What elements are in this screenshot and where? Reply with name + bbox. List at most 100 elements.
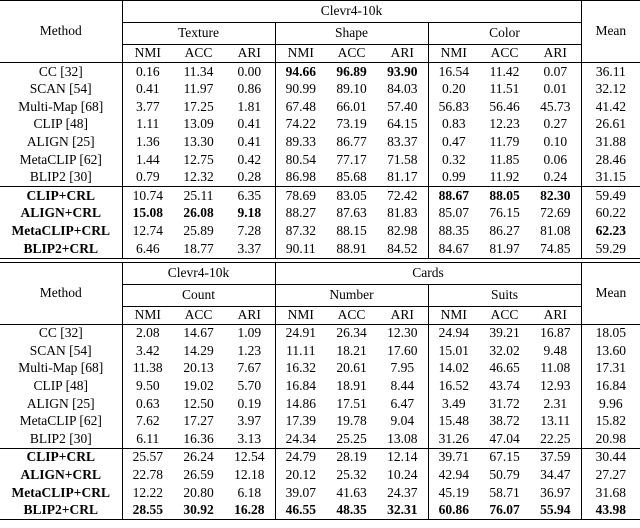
data-cell: 0.19 <box>237 395 262 411</box>
data-cell: 13.08 <box>387 430 418 446</box>
data-cell: 93.90 <box>387 63 418 79</box>
data-cell: 46.65 <box>489 360 520 376</box>
table-body-crl-methods: CLIP+CRL 25.57 26.24 12.54 24.79 28.19 12.14 39… <box>0 447 640 520</box>
data-cell: 66.01 <box>336 98 367 114</box>
method-header: Method <box>0 0 122 63</box>
method-cell: CLIP+CRL <box>0 447 122 467</box>
method-cell: MetaCLIP [62] <box>19 151 102 167</box>
data-cell: 55.94 <box>540 502 571 518</box>
data-cell: 1.23 <box>237 342 262 358</box>
mean-cell: 62.23 <box>580 222 640 240</box>
data-cell: 56.46 <box>489 98 520 114</box>
data-cell: 20.12 <box>274 466 327 484</box>
data-cell: 14.67 <box>183 325 214 341</box>
data-cell: 0.28 <box>237 169 262 185</box>
dataset-group-header: Cards <box>274 262 582 285</box>
table-row: CLIP+CRL 10.74 25.11 6.35 78.69 83.05 72.42 88.… <box>0 186 640 205</box>
data-cell: 1.11 <box>121 115 173 134</box>
data-cell: 24.34 <box>274 430 327 449</box>
data-cell: 1.09 <box>237 325 262 341</box>
metric-header: ACC <box>326 306 378 325</box>
data-cell: 11.34 <box>183 63 214 79</box>
data-cell: 17.51 <box>336 395 367 411</box>
data-cell: 81.97 <box>489 240 520 256</box>
data-cell: 12.50 <box>183 395 214 411</box>
data-cell: 25.25 <box>336 430 367 446</box>
method-cell: CC [32] <box>38 325 83 341</box>
data-cell: 20.13 <box>183 360 214 376</box>
data-cell: 67.48 <box>274 98 326 116</box>
data-cell: 6.47 <box>390 395 415 411</box>
data-cell: 8.44 <box>390 378 415 394</box>
data-cell: 46.55 <box>274 501 327 520</box>
method-cell: ALIGN+CRL <box>20 205 101 221</box>
mean-cell: 41.42 <box>580 98 640 116</box>
data-cell: 12.18 <box>234 466 265 482</box>
data-cell: 38.72 <box>489 413 520 429</box>
data-cell: 60.86 <box>427 501 480 520</box>
data-cell: 83.37 <box>387 134 418 150</box>
dataset-group-header: Clevr4-10k <box>121 262 276 285</box>
data-cell: 90.99 <box>274 80 326 99</box>
data-cell: 17.39 <box>274 412 327 431</box>
data-cell: 15.08 <box>121 204 173 223</box>
table-row: BLIP2+CRL 6.46 18.77 3.37 90.11 88.91 84.52 84.… <box>0 239 640 259</box>
data-cell: 3.49 <box>427 394 480 413</box>
data-cell: 84.52 <box>387 240 418 256</box>
data-cell: 14.86 <box>274 394 327 413</box>
data-cell: 0.32 <box>427 150 479 169</box>
data-cell: 86.27 <box>489 223 520 239</box>
table-row: SCAN [54] 3.42 14.29 1.23 11.11 18.21 17.60 15.… <box>0 342 640 360</box>
data-cell: 56.83 <box>427 98 479 116</box>
data-cell: 81.17 <box>387 169 418 185</box>
table-row: ALIGN+CRL 22.78 26.59 12.18 20.12 25.32 10.24 4… <box>0 466 640 484</box>
data-cell: 11.42 <box>489 63 520 79</box>
metric-header: NMI <box>427 306 480 325</box>
mean-cell: 20.98 <box>580 430 640 449</box>
data-cell: 17.60 <box>387 342 418 358</box>
data-cell: 15.48 <box>427 412 480 431</box>
data-cell: 18.77 <box>183 240 214 256</box>
data-cell: 19.02 <box>183 378 214 394</box>
data-cell: 6.11 <box>121 430 173 449</box>
data-cell: 22.25 <box>540 430 571 446</box>
data-cell: 82.30 <box>530 186 582 205</box>
data-cell: 25.11 <box>173 186 224 205</box>
table-row: CLIP [48] 1.11 13.09 0.41 74.22 73.19 64.15 0.8… <box>0 115 640 134</box>
data-cell: 57.40 <box>387 98 418 114</box>
data-cell: 41.63 <box>336 484 367 500</box>
mean-cell: 43.98 <box>580 501 640 520</box>
data-cell: 24.37 <box>387 484 418 500</box>
metric-header: ACC <box>173 44 224 63</box>
table-row: CC [32] 0.16 11.34 0.00 94.66 96.89 93.90 16.54… <box>0 62 640 81</box>
data-cell: 14.02 <box>427 359 480 378</box>
data-cell: 0.20 <box>427 80 479 99</box>
data-cell: 12.22 <box>121 483 173 502</box>
data-cell: 28.55 <box>121 501 173 520</box>
mean-cell: 31.88 <box>580 133 640 151</box>
table-header: Method Clevr4-10k Cards Mean Count Number Suit… <box>0 262 640 325</box>
data-cell: 26.08 <box>183 205 214 221</box>
data-cell: 19.78 <box>336 413 367 429</box>
method-cell: CLIP+CRL <box>0 186 122 205</box>
data-cell: 85.68 <box>336 169 367 185</box>
data-cell: 82.98 <box>387 223 418 239</box>
data-cell: 39.21 <box>489 325 520 341</box>
data-cell: 11.51 <box>489 81 520 97</box>
data-cell: 88.67 <box>427 186 479 205</box>
data-cell: 3.77 <box>121 98 173 116</box>
mean-cell: 28.46 <box>580 150 640 169</box>
method-cell: ALIGN [25] <box>26 134 95 150</box>
table-row: BLIP2 [30] 0.79 12.32 0.28 86.98 85.68 81.17 0.… <box>0 168 640 187</box>
data-cell: 88.27 <box>274 204 326 223</box>
metric-header: ACC <box>479 306 531 325</box>
data-cell: 12.23 <box>489 116 520 132</box>
data-cell: 0.41 <box>121 80 173 99</box>
data-cell: 0.27 <box>543 116 568 132</box>
mean-cell: 59.29 <box>580 239 640 259</box>
data-cell: 86.98 <box>274 168 326 187</box>
data-cell: 1.44 <box>121 150 173 169</box>
data-cell: 94.66 <box>274 62 326 81</box>
mean-cell: 36.11 <box>580 62 640 81</box>
table-row: Multi-Map [68] 3.77 17.25 1.81 67.48 66.01 57.… <box>0 98 640 116</box>
